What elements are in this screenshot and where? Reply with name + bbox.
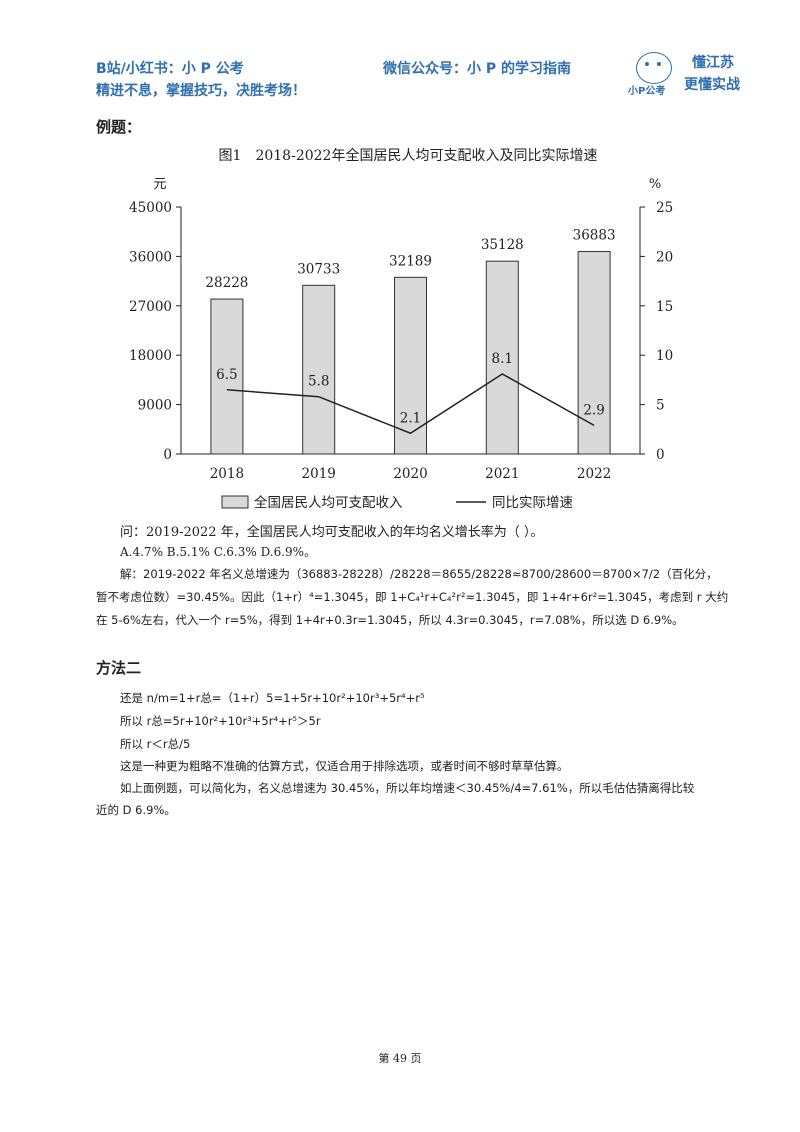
income-bar	[302, 284, 336, 455]
question-text: 问：2019-2022 年，全国居民人均可支配收入的年均名义增长率为（ ）。	[120, 525, 544, 540]
income-bar	[210, 298, 244, 455]
solution-line-2: 暂不考虑位数）=30.45%。因此（1+r）⁴=1.3045，即 1+C₄¹r+…	[96, 590, 729, 604]
left-tick-label: 45000	[129, 200, 172, 216]
right-tick-label: 0	[656, 447, 665, 463]
income-bar	[577, 251, 611, 455]
x-tick-label: 2018	[210, 466, 244, 482]
left-tick-label: 36000	[129, 249, 172, 265]
left-tick-label: 27000	[129, 299, 172, 315]
method2-line-2: 所以 r总=5r+10r²+10r³+5r⁴+r⁵＞5r	[120, 714, 321, 728]
income-bar	[485, 260, 519, 455]
income-bar-label: 36883	[573, 228, 616, 244]
method2-heading: 方法二	[96, 659, 142, 677]
left-tick-label: 9000	[138, 398, 172, 414]
x-tick-label: 2022	[577, 466, 611, 482]
right-tick-label: 15	[656, 299, 673, 315]
page-number: 第 49 页	[378, 1052, 422, 1065]
header-motto-text: 精进不息，掌握技巧，决胜考场！	[96, 83, 306, 99]
growth-point-label: 8.1	[492, 351, 513, 367]
method2-line-5: 如上面例题，可以简化为，名义总增速为 30.45%，所以年均增速＜30.45%/…	[120, 781, 695, 795]
chart-title: 图1 2018-2022年全国居民人均可支配收入及同比实际增速	[219, 147, 598, 164]
growth-point-label: 2.9	[583, 402, 604, 418]
income-bar-label: 30733	[297, 261, 340, 277]
income-bar-label: 28228	[205, 275, 248, 291]
example-heading: 例题：	[96, 118, 142, 136]
method2-line-4: 这是一种更为粗略不准确的估算方式，仅适合用于排除选项，或者时间不够时草草估算。	[120, 759, 569, 773]
growth-point-label: 5.8	[308, 374, 329, 390]
growth-point-label: 2.1	[400, 410, 421, 426]
legend-line-label: 同比实际增速	[492, 495, 573, 511]
method2-line-1: 还是 n/m=1+r总=（1+r）5=1+5r+10r²+10r³+5r⁴+r⁵	[120, 691, 425, 705]
method2-line-3: 所以 r＜r总/5	[120, 737, 191, 751]
growth-point-label: 6.5	[216, 367, 237, 383]
x-tick-label: 2020	[393, 466, 427, 482]
logo-slogan-line1: 懂江苏	[692, 55, 734, 71]
income-bar-label: 32189	[389, 253, 432, 269]
logo-brand-text: 小P公考	[628, 86, 666, 97]
solution-line-1: 解：2019-2022 年名义总增速为（36883-28228）/28228＝8…	[120, 567, 718, 581]
left-tick-label: 18000	[129, 348, 172, 364]
answer-options: A.4.7% B.5.1% C.6.3% D.6.9%。	[120, 545, 317, 559]
right-tick-label: 5	[656, 398, 665, 414]
right-tick-label: 20	[656, 249, 673, 265]
growth-line	[226, 373, 595, 435]
right-axis-unit: %	[649, 177, 661, 192]
income-bar	[394, 276, 427, 455]
brand-logo: 小P公考 懂江苏 更懂实战	[624, 52, 754, 97]
header-wechat-text: 微信公众号：小 P 的学习指南	[383, 61, 572, 77]
left-tick-label: 0	[163, 447, 172, 463]
chart-legend: 全国居民人均可支配收入 同比实际增速	[221, 494, 573, 511]
legend-bar-label: 全国居民人均可支配收入	[254, 494, 403, 511]
header-channel-text: B站/小红书：小 P 公考	[96, 61, 244, 77]
mascot-icon	[636, 52, 672, 84]
x-tick-label: 2021	[485, 466, 519, 482]
method2-line-6: 近的 D 6.9%。	[96, 803, 176, 817]
income-bar-label: 35128	[481, 237, 524, 253]
right-tick-label: 10	[656, 348, 673, 364]
legend-bar-swatch	[221, 495, 249, 509]
right-tick-label: 25	[656, 200, 673, 216]
x-tick-label: 2019	[302, 466, 336, 482]
logo-slogan-line2: 更懂实战	[684, 77, 740, 93]
left-axis-unit: 元	[153, 177, 166, 192]
solution-line-3: 在 5-6%左右，代入一个 r=5%，得到 1+4r+0.3r=1.3045，所…	[96, 613, 684, 627]
income-chart: 图1 2018-2022年全国居民人均可支配收入及同比实际增速 元 % 0 900…	[129, 147, 673, 511]
